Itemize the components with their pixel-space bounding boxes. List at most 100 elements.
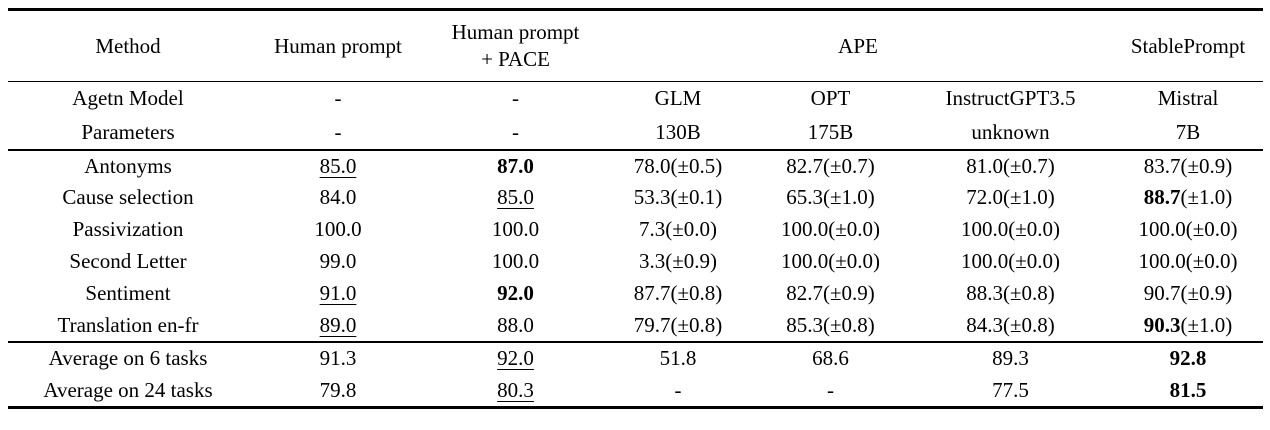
agent-model-section: Agetn Model - - GLM OPT InstructGPT3.5 Mistral…: [8, 82, 1264, 151]
cell-value: InstructGPT3.5: [945, 86, 1076, 111]
cell-value: 81.5: [1169, 377, 1207, 402]
row-label: Average on 6 tasks: [48, 346, 208, 370]
value-cell: 100.0: [428, 246, 603, 278]
cell-value: 85.3: [786, 312, 823, 337]
cell-value: 89.3: [992, 346, 1029, 370]
col-header-human-prompt-pace-line1: Human prompt: [451, 20, 580, 44]
row-label: Antonyms: [84, 153, 172, 178]
value-cell: -: [428, 82, 603, 116]
cell-value: -: [674, 377, 682, 402]
cell-value: 82.7: [786, 281, 823, 305]
cell-value: 78.0: [633, 153, 671, 178]
value-cell: unknown: [908, 115, 1114, 151]
cell-stddev: (±0.0): [1008, 249, 1061, 273]
cell-value: 100.0: [961, 217, 1009, 241]
row-label: Agetn Model: [72, 86, 184, 111]
cell-value: 72.0: [966, 185, 1003, 209]
cell-value: -: [334, 119, 342, 144]
table-row: Sentiment 91.0 92.0 87.7(±0.8) 82.7(±0.9) 88.…: [8, 278, 1263, 310]
cell-stddev: (±0.8): [1003, 312, 1055, 337]
value-cell: 92.8: [1113, 342, 1263, 375]
cell-value: 100.0: [780, 249, 829, 273]
cell-value: GLM: [654, 86, 702, 111]
col-header-ape: APE: [603, 8, 1114, 82]
cell-value: 100.0: [314, 217, 362, 241]
value-cell: 53.3(±0.1): [603, 182, 753, 214]
value-cell: 81.5: [1113, 374, 1264, 409]
cell-stddev: (±1.0): [1180, 185, 1233, 209]
value-cell: -: [248, 82, 428, 116]
value-cell: 92.0: [428, 342, 603, 375]
value-cell: OPT: [753, 82, 908, 116]
cell-value: OPT: [810, 86, 851, 111]
col-header-stableprompt: StablePrompt: [1113, 8, 1264, 82]
cell-stddev: (±0.1): [670, 185, 723, 209]
cell-value: 91.0: [319, 281, 357, 305]
cell-stddev: (±0.9): [1180, 153, 1233, 178]
value-cell: 89.3: [908, 342, 1113, 375]
value-cell: GLM: [603, 82, 753, 116]
cell-stddev: (±0.0): [1008, 217, 1061, 241]
value-cell: 82.7(±0.7): [753, 150, 908, 182]
value-cell: 100.0(±0.0): [908, 246, 1113, 278]
value-cell: 91.0: [248, 278, 428, 310]
value-cell: 100.0(±0.0): [753, 214, 908, 246]
value-cell: 89.0: [248, 309, 428, 343]
cell-value: 100.0: [961, 249, 1009, 273]
cell-value: 82.7: [786, 153, 823, 178]
value-cell: 79.7(±0.8): [603, 309, 753, 343]
cell-stddev: (±1.0): [822, 185, 875, 209]
table-row: Antonyms 85.0 87.0 78.0(±0.5) 82.7(±0.7) 81.0…: [8, 150, 1263, 182]
value-cell: 100.0(±0.0): [1113, 214, 1263, 246]
cell-value: 85.0: [497, 185, 534, 209]
value-cell: 7B: [1113, 115, 1264, 151]
task-results-section: Antonyms 85.0 87.0 78.0(±0.5) 82.7(±0.7) 81.0…: [8, 150, 1264, 343]
cell-value: 7.3: [638, 217, 666, 241]
cell-value: 175B: [807, 119, 854, 144]
cell-value: 85.0: [319, 153, 357, 178]
cell-value: -: [334, 86, 342, 111]
cell-stddev: (±0.0): [828, 249, 880, 273]
value-cell: -: [428, 115, 603, 151]
value-cell: 68.6: [753, 342, 908, 375]
cell-value: 84.3: [966, 312, 1003, 337]
value-cell: 88.0: [428, 309, 603, 343]
value-cell: 92.0: [428, 278, 603, 310]
cell-value: -: [512, 86, 519, 111]
row-label: Sentiment: [85, 281, 171, 305]
value-cell: 84.0: [248, 182, 428, 214]
averages-section: Average on 6 tasks 91.3 92.0 51.8 68.6 89.3 92…: [8, 342, 1264, 409]
cell-value: 100.0: [1138, 249, 1186, 273]
cell-value: 77.5: [992, 377, 1029, 402]
value-cell: 175B: [753, 115, 908, 151]
table-row: Average on 24 tasks 79.8 80.3 - - 77.5 81.5: [8, 374, 1264, 409]
value-cell: 85.3(±0.8): [753, 309, 908, 343]
cell-stddev: (±0.7): [822, 153, 875, 178]
cell-value: 88.3: [966, 281, 1003, 305]
row-label: Average on 24 tasks: [8, 374, 248, 409]
cell-value: 92.0: [497, 346, 534, 370]
cell-value: 87.0: [497, 153, 534, 178]
cell-stddev: (±0.0): [1185, 217, 1238, 241]
col-header-human-prompt: Human prompt: [248, 8, 428, 82]
table-header: Method Human prompt Human prompt + PACE …: [8, 8, 1264, 82]
cell-stddev: (±0.8): [822, 312, 875, 337]
value-cell: 130B: [603, 115, 753, 151]
value-cell: 88.3(±0.8): [908, 278, 1113, 310]
value-cell: 90.7(±0.9): [1113, 278, 1263, 310]
row-label: Parameters: [8, 115, 248, 151]
value-cell: 83.7(±0.9): [1113, 150, 1263, 182]
col-header-human-prompt-pace: Human prompt + PACE: [428, 8, 603, 82]
cell-stddev: (±0.9): [665, 249, 717, 273]
cell-value: 80.3: [497, 377, 534, 402]
cell-value: 89.0: [319, 312, 357, 337]
cell-value: 100.0: [780, 217, 829, 241]
cell-stddev: (±1.0): [1180, 312, 1233, 337]
table-row: Average on 6 tasks 91.3 92.0 51.8 68.6 89.3 92…: [8, 342, 1263, 375]
value-cell: 78.0(±0.5): [603, 150, 753, 182]
cell-value: 88.7: [1143, 185, 1181, 209]
cell-value: 92.0: [497, 281, 534, 305]
cell-value: 83.7: [1143, 153, 1181, 178]
value-cell: -: [248, 115, 428, 151]
col-header-method: Method: [8, 8, 248, 82]
